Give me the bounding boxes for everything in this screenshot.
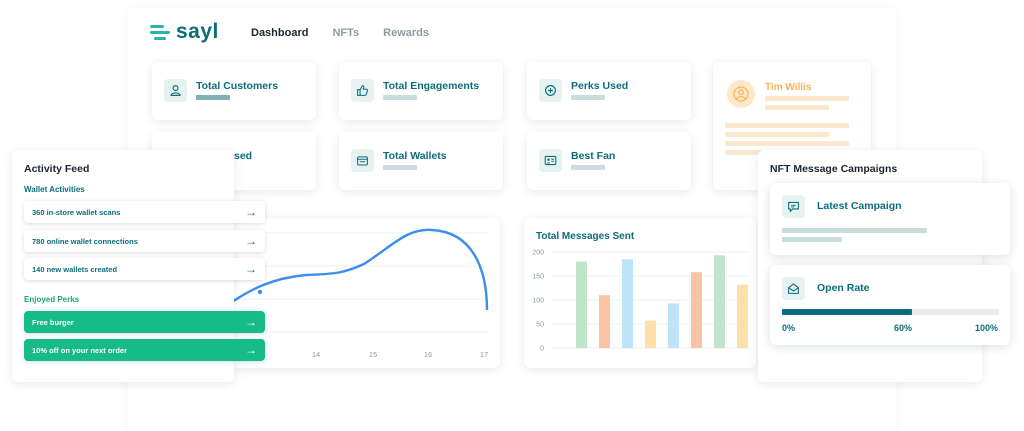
nav-rewards[interactable]: Rewards xyxy=(383,27,430,39)
campaign-placeholder-bar xyxy=(782,237,842,242)
user-circle-icon xyxy=(733,86,749,102)
messages-chart-card: Total Messages Sent 200 150 100 50 0 xyxy=(524,218,756,368)
arrow-right-icon: → xyxy=(245,234,257,248)
stat-label: Total Wallets xyxy=(383,150,447,162)
brand-name: sayl xyxy=(176,20,219,43)
chart-title: Total Messages Sent xyxy=(536,231,635,242)
message-icon xyxy=(782,195,805,218)
bar xyxy=(645,320,656,348)
latest-campaign-card[interactable]: Latest Campaign xyxy=(770,183,1010,255)
arrow-right-icon: → xyxy=(245,262,257,276)
y-tick-label: 100 xyxy=(532,298,544,305)
enjoyed-perks-label: Enjoyed Perks xyxy=(24,295,80,304)
open-rate-card[interactable]: Open Rate 0% 60% 100% xyxy=(770,265,1010,345)
y-tick-label: 150 xyxy=(532,274,544,281)
stat-card-best-fan[interactable]: Best Fan xyxy=(527,132,691,190)
stat-label: Best Fan xyxy=(571,150,616,162)
sayl-logo[interactable]: sayl xyxy=(150,20,219,44)
thumbs-up-icon xyxy=(351,79,374,102)
top-nav: Dashboard NFTs Rewards xyxy=(251,27,429,39)
logo-mark-icon xyxy=(150,23,170,41)
bar xyxy=(737,284,748,348)
profile-placeholder-bar xyxy=(725,123,849,128)
y-tick-label: 200 xyxy=(532,250,544,257)
x-tick-label: 14 xyxy=(312,350,320,359)
wallet-icon xyxy=(351,149,374,172)
wallet-activity-item[interactable]: 140 new wallets created → xyxy=(24,258,265,280)
bar-chart: 200 150 100 50 0 xyxy=(532,250,750,353)
arrow-right-icon: → xyxy=(245,315,257,329)
perk-item[interactable]: Free burger → xyxy=(24,311,265,333)
y-tick-label: 0 xyxy=(540,346,544,353)
profile-placeholder-bar xyxy=(725,141,849,146)
stat-placeholder-bar xyxy=(571,95,605,100)
id-card-icon xyxy=(539,149,562,172)
stat-label: Total Engagements xyxy=(383,80,480,92)
stat-card-perks-used[interactable]: Perks Used xyxy=(527,62,691,120)
bar xyxy=(714,255,725,348)
stat-placeholder-bar xyxy=(571,165,605,170)
line-point xyxy=(257,289,263,295)
list-item-text: 360 in-store wallet scans xyxy=(32,207,121,217)
list-item-text: 140 new wallets created xyxy=(32,264,118,274)
list-item-text: 780 online wallet connections xyxy=(32,236,138,246)
stat-placeholder-bar xyxy=(383,95,417,100)
open-rate-progress-track xyxy=(782,309,999,315)
wallet-activities-label: Wallet Activities xyxy=(24,185,85,194)
bar xyxy=(691,272,702,348)
line-series xyxy=(231,228,489,311)
latest-campaign-label: Latest Campaign xyxy=(817,200,902,212)
x-tick-label: 17 xyxy=(480,350,488,359)
user-icon xyxy=(164,79,187,102)
line-chart-card: 14 15 16 17 xyxy=(231,218,500,368)
stat-card-total-wallets[interactable]: Total Wallets xyxy=(339,132,503,190)
stat-card-total-customers[interactable]: Total Customers xyxy=(152,62,316,120)
progress-tick-label: 0% xyxy=(782,323,796,333)
profile-placeholder-bar xyxy=(725,132,829,137)
bar xyxy=(576,261,587,348)
list-item-text: 10% off on your next order xyxy=(32,345,128,355)
stat-card-total-engagements[interactable]: Total Engagements xyxy=(339,62,503,120)
nav-nfts[interactable]: NFTs xyxy=(332,27,360,39)
bar xyxy=(668,303,679,348)
arrow-right-icon: → xyxy=(245,205,257,219)
profile-placeholder-bar xyxy=(765,96,849,101)
open-rate-progress-fill xyxy=(782,309,913,315)
plus-circle-icon xyxy=(539,79,562,102)
line-chart: 14 15 16 17 xyxy=(231,228,489,359)
arrow-right-icon: → xyxy=(245,343,257,357)
perk-item[interactable]: 10% off on your next order → xyxy=(24,339,265,361)
list-item-text: Free burger xyxy=(32,317,74,327)
nav-dashboard[interactable]: Dashboard xyxy=(251,27,309,39)
stat-placeholder-bar xyxy=(196,95,230,100)
campaign-placeholder-bar xyxy=(782,228,927,233)
envelope-open-icon xyxy=(782,277,805,300)
bar xyxy=(599,295,610,348)
progress-tick-label: 100% xyxy=(975,323,999,333)
activity-feed-title: Activity Feed xyxy=(24,163,90,175)
profile-placeholder-bar xyxy=(765,105,829,110)
profile-name: Tim Willis xyxy=(765,82,812,93)
x-tick-label: 16 xyxy=(424,350,432,359)
y-tick-label: 50 xyxy=(536,322,544,329)
progress-tick-label: 60% xyxy=(894,323,913,333)
stat-placeholder-bar xyxy=(383,165,417,170)
open-rate-label: Open Rate xyxy=(817,282,870,294)
stat-label: Total Customers xyxy=(196,80,279,92)
bar xyxy=(622,259,633,348)
wallet-activity-item[interactable]: 780 online wallet connections → xyxy=(24,230,265,252)
x-tick-label: 15 xyxy=(369,350,377,359)
avatar xyxy=(727,80,755,108)
wallet-activity-item[interactable]: 360 in-store wallet scans → xyxy=(24,201,265,223)
stat-label: Perks Used xyxy=(571,80,629,92)
nft-campaigns-title: NFT Message Campaigns xyxy=(770,163,898,175)
stat-label: sed xyxy=(234,150,253,162)
